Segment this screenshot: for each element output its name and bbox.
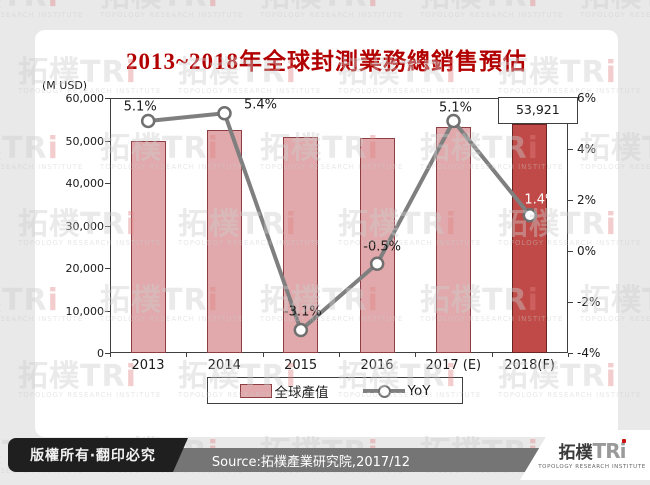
x-axis-category-label: 2016 — [360, 358, 394, 373]
plot-area — [110, 98, 568, 353]
y-axis-left-tick-label: 40,000 — [65, 177, 105, 190]
bar-2013 — [130, 141, 166, 353]
y-axis-left-tick-label: 0 — [97, 347, 104, 360]
yoy-point-label: -0.5% — [363, 239, 402, 255]
x-axis-tick — [568, 353, 569, 357]
y-axis-left-tick — [105, 310, 110, 312]
yoy-line — [147, 111, 532, 334]
line-series-swatch — [362, 384, 405, 398]
y-axis-right-tick-label: 0% — [577, 244, 597, 258]
bar-2018(F) — [512, 123, 548, 353]
y-axis-left-tick — [105, 140, 110, 142]
y-axis-right-tick-label: -2% — [577, 295, 601, 309]
y-axis-right-tick-label: 4% — [577, 142, 597, 156]
bar-2016 — [359, 137, 395, 353]
x-axis-tick — [491, 353, 493, 357]
chart-title: 2013~2018年全球封測業務總銷售預估 — [126, 49, 527, 74]
x-axis-tick — [415, 353, 417, 357]
y-axis-left-tick-label: 30,000 — [65, 219, 105, 233]
x-axis-category-label: 2015 — [284, 358, 318, 373]
y-axis-right-tick-label: -4% — [577, 346, 601, 360]
y-axis-right-tick — [568, 251, 573, 252]
y-axis-right-tick — [568, 200, 573, 201]
bar-series-swatch — [239, 383, 272, 398]
y-axis-left-tick — [105, 353, 110, 354]
x-axis-category-label: 2013 — [131, 358, 165, 373]
y-axis-left-tick-label: 60,000 — [65, 92, 105, 105]
y-axis-left-tick — [105, 225, 110, 227]
bar-value-label: 53,921 — [497, 97, 578, 124]
bar-2014 — [207, 129, 242, 353]
bar-2015 — [283, 136, 319, 353]
yoy-point-label: 1.4% — [524, 192, 558, 208]
y-axis-left-tick-label: 20,000 — [65, 262, 105, 275]
legend-item-line: YoY — [362, 382, 431, 399]
x-axis-tick — [339, 353, 340, 357]
yoy-marker — [293, 322, 309, 338]
x-axis-category-label: 2018(F) — [504, 358, 556, 373]
x-axis-tick — [262, 353, 264, 357]
x-axis-category-label: 2017 (E) — [425, 358, 482, 373]
y-axis-left-tick — [105, 98, 110, 99]
x-axis-tick — [186, 353, 188, 357]
y-axis-right-tick-label: 2% — [577, 193, 597, 207]
y-axis-left-tick — [105, 268, 110, 269]
y-axis-right-tick — [568, 302, 573, 303]
yoy-marker — [140, 113, 156, 129]
y-axis-unit-label: (M USD) — [42, 79, 88, 92]
bar-2017 (E) — [436, 127, 471, 353]
marker-icon — [377, 385, 391, 398]
yoy-marker — [446, 113, 461, 129]
yoy-marker — [522, 208, 538, 223]
legend: 全球產值 YoY — [207, 377, 463, 404]
y-axis-right-tick-label: 6% — [577, 91, 597, 105]
yoy-point-label: 5.4% — [243, 97, 278, 113]
legend-item-bar: 全球產值 — [239, 381, 329, 401]
y-axis-right-tick — [568, 353, 573, 354]
yoy-point-label: 5.1% — [123, 99, 157, 115]
yoy-marker — [217, 106, 232, 121]
yoy-point-label: 5.1% — [438, 100, 473, 116]
yoy-point-label: -3.1% — [283, 304, 322, 320]
x-axis-tick — [110, 353, 111, 357]
y-axis-right-tick — [568, 149, 573, 150]
y-axis-left-tick-label: 10,000 — [65, 304, 105, 318]
legend-line-label: YoY — [407, 382, 431, 399]
legend-bar-label: 全球產值 — [274, 384, 329, 401]
yoy-marker — [369, 256, 385, 271]
y-axis-left-tick-label: 50,000 — [65, 134, 105, 148]
y-axis-left-tick — [105, 183, 110, 184]
x-axis-category-label: 2014 — [207, 358, 241, 373]
